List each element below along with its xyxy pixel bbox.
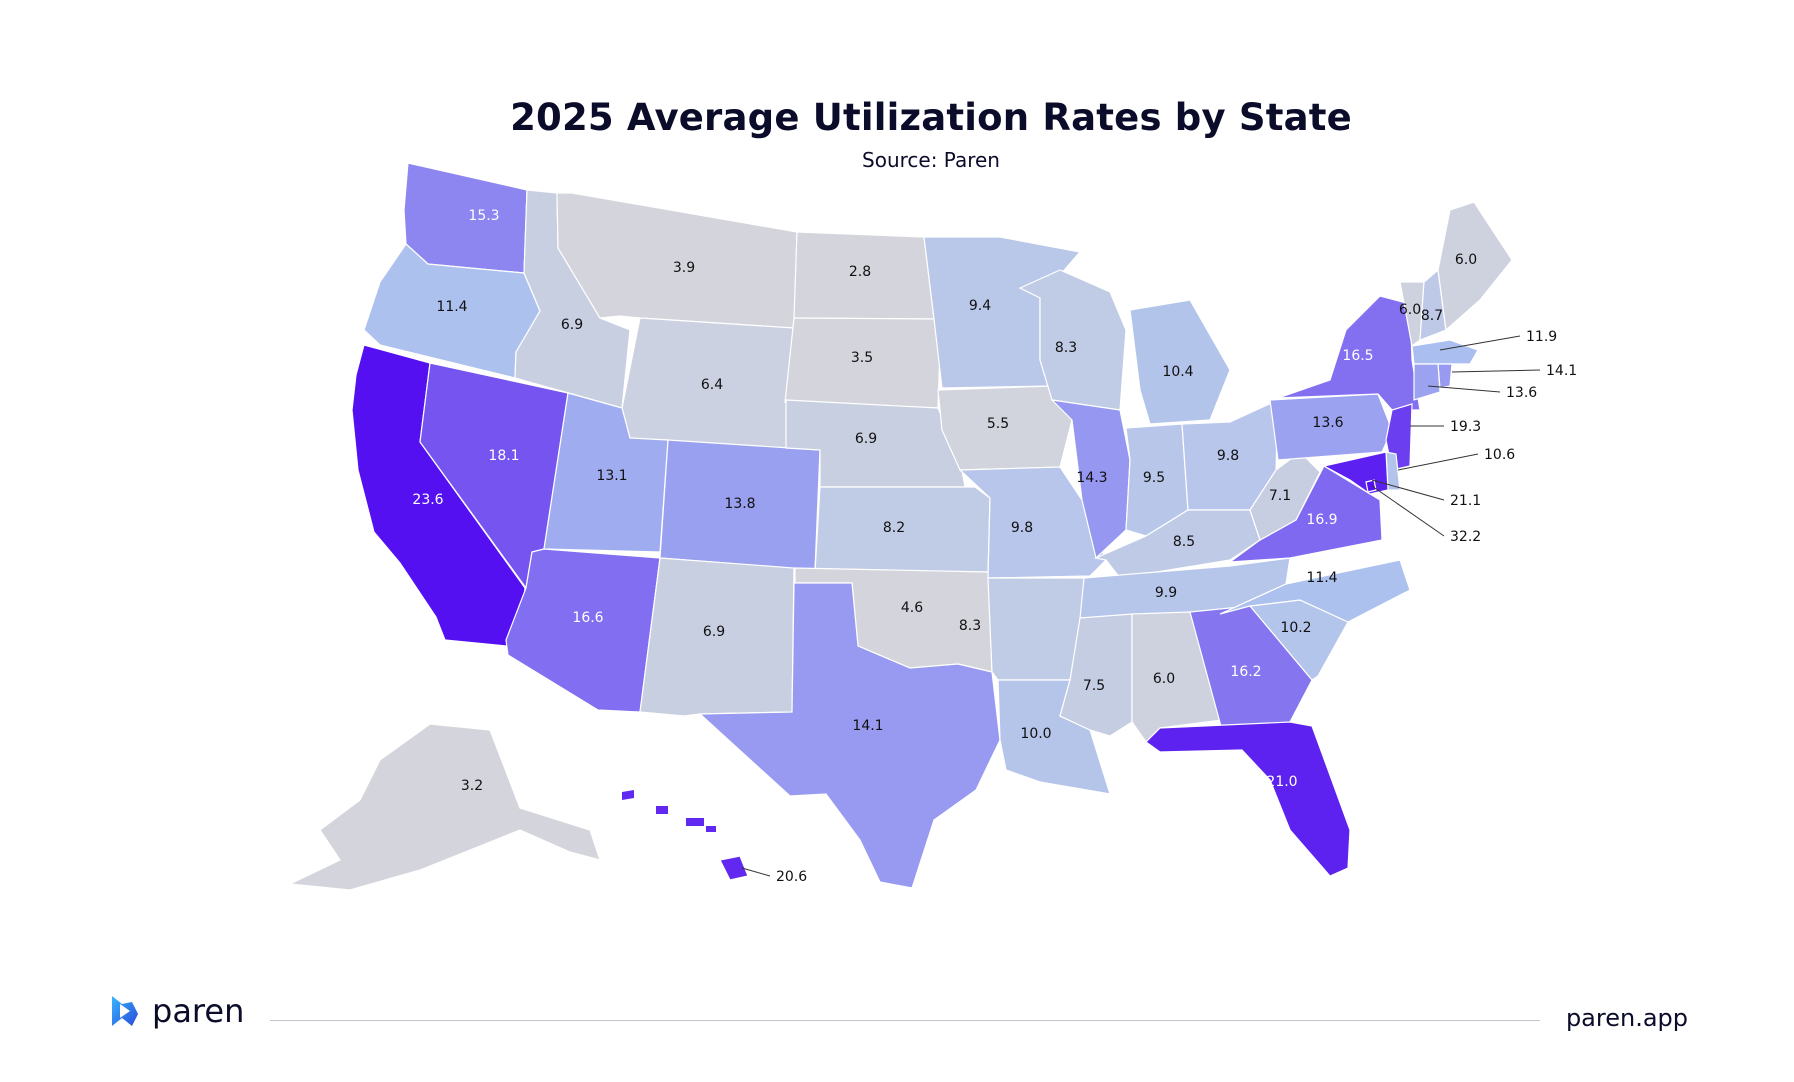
state-hi-island (686, 818, 704, 826)
state-fl (1145, 721, 1351, 877)
state-hi-island (656, 806, 668, 814)
state-label-az: 16.6 (572, 610, 603, 626)
state-label-de: 10.6 (1484, 447, 1515, 463)
state-label-ms: 7.5 (1083, 678, 1105, 694)
state-label-oh: 9.8 (1217, 448, 1239, 464)
state-label-ok: 4.6 (901, 600, 923, 616)
state-label-ct: 13.6 (1506, 385, 1537, 401)
state-label-vt: 6.0 (1399, 302, 1421, 318)
state-label-in: 9.5 (1143, 470, 1165, 486)
state-label-ky: 8.5 (1173, 534, 1195, 550)
state-me (1437, 201, 1513, 332)
state-label-sc: 10.2 (1280, 620, 1311, 636)
state-label-nm: 6.9 (703, 624, 725, 640)
state-il (1050, 399, 1131, 560)
state-nc (1219, 559, 1411, 623)
footer-url-link[interactable]: paren.app (1565, 1004, 1688, 1032)
state-label-nv: 18.1 (488, 448, 519, 464)
state-label-pa: 13.6 (1312, 415, 1343, 431)
state-label-or: 11.4 (436, 299, 467, 315)
leader-line-dc (1371, 485, 1445, 537)
leader-lines (741, 335, 1541, 877)
state-label-dc: 32.2 (1450, 529, 1481, 545)
state-label-sd: 3.5 (851, 350, 873, 366)
state-label-il: 14.3 (1076, 470, 1107, 486)
state-label-nh: 8.7 (1421, 308, 1443, 324)
state-label-ut: 13.1 (596, 468, 627, 484)
chart-subtitle: Source: Paren (862, 148, 1000, 172)
brand-wordmark: paren (152, 992, 245, 1030)
state-label-ca: 23.6 (412, 492, 443, 508)
state-label-al: 6.0 (1153, 671, 1175, 687)
state-label-wi: 8.3 (1055, 340, 1077, 356)
state-ri (1437, 363, 1453, 389)
state-label-la: 10.0 (1020, 726, 1051, 742)
state-ct (1413, 363, 1441, 401)
state-label-hi: 20.6 (776, 869, 807, 885)
state-label-ga: 16.2 (1230, 664, 1261, 680)
state-mi (1129, 299, 1231, 425)
state-label-ri: 14.1 (1546, 363, 1577, 379)
leader-line-ct (1427, 385, 1501, 393)
leader-line-ma (1439, 335, 1521, 351)
state-label-fl: 21.0 (1266, 774, 1297, 790)
chart-title: 2025 Average Utilization Rates by State (510, 96, 1352, 139)
state-label-me: 6.0 (1455, 252, 1477, 268)
state-label-ak: 3.2 (461, 778, 483, 794)
state-label-ks: 8.2 (883, 520, 905, 536)
state-hi (719, 855, 749, 881)
state-sd (784, 317, 941, 409)
footer-divider (270, 1020, 1540, 1021)
state-shapes (287, 162, 1513, 891)
leader-line-hi (741, 867, 771, 877)
state-label-tx: 14.1 (852, 718, 883, 734)
state-label-nc: 11.4 (1306, 570, 1337, 586)
state-wa (403, 162, 528, 274)
paren-logo-icon (112, 996, 138, 1026)
state-az (505, 548, 661, 713)
state-label-ar: 8.3 (959, 618, 981, 634)
state-tx (698, 582, 1001, 889)
state-label-id: 6.9 (561, 317, 583, 333)
state-labels: 15.3 11.4 23.6 18.1 6.9 3.9 6.4 13.1 16.6 13.8 6.9… (412, 208, 1577, 885)
state-hi-island (622, 790, 634, 800)
state-label-mt: 3.9 (673, 260, 695, 276)
state-hi-island (706, 826, 716, 832)
state-label-ny: 16.5 (1342, 348, 1373, 364)
state-label-wv: 7.1 (1269, 488, 1291, 504)
state-wv (1249, 451, 1321, 541)
state-label-nd: 2.8 (849, 264, 871, 280)
state-label-md: 21.1 (1450, 493, 1481, 509)
state-label-ia: 5.5 (987, 416, 1009, 432)
state-label-ne: 6.9 (855, 431, 877, 447)
state-label-wy: 6.4 (701, 377, 723, 393)
state-ak (287, 723, 601, 891)
leader-line-md (1371, 479, 1445, 501)
leader-line-de (1397, 453, 1479, 471)
state-ma (1411, 339, 1479, 365)
state-label-va: 16.9 (1306, 512, 1337, 528)
state-label-mo: 9.8 (1011, 520, 1033, 536)
state-label-mi: 10.4 (1162, 364, 1193, 380)
state-label-nj: 19.3 (1450, 419, 1481, 435)
state-label-wa: 15.3 (468, 208, 499, 224)
state-label-tn: 9.9 (1155, 585, 1177, 601)
state-label-co: 13.8 (724, 496, 755, 512)
state-mo (958, 466, 1107, 579)
state-dc (1365, 479, 1377, 493)
leader-line-ri (1451, 369, 1541, 373)
state-label-ma: 11.9 (1526, 329, 1557, 345)
footer-brand[interactable]: paren (108, 992, 244, 1030)
state-label-mn: 9.4 (969, 298, 991, 314)
